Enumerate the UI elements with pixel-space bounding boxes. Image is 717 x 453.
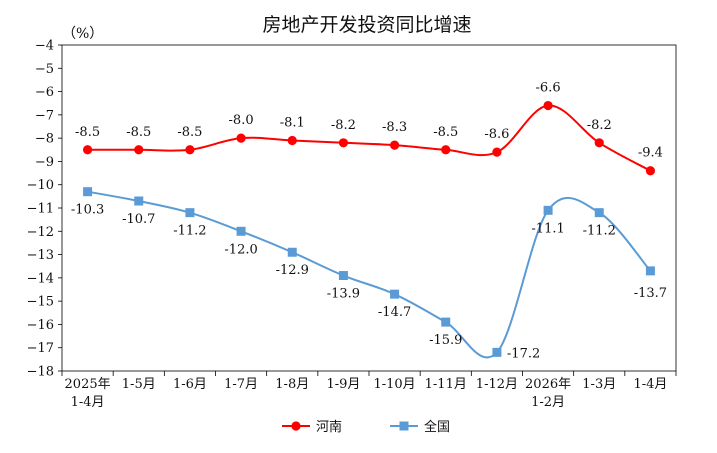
data-label: -8.5 xyxy=(75,125,100,140)
data-point xyxy=(492,147,502,157)
y-tick-label: −18 xyxy=(27,365,54,380)
data-point xyxy=(134,196,144,206)
data-point xyxy=(338,271,348,281)
data-point xyxy=(338,138,349,148)
data-label: -10.3 xyxy=(71,203,104,218)
y-tick-label: −11 xyxy=(27,202,54,217)
x-tick-label: 2025年 xyxy=(65,377,111,392)
x-tick-label: 1-12月 xyxy=(476,377,518,392)
chart-title: 房地产开发投资同比增速 xyxy=(262,14,471,36)
y-tick-label: −5 xyxy=(35,62,54,77)
y-tick-label: −15 xyxy=(27,295,54,310)
x-axis: 2025年 1-4月 1-5月 1-6月 1-7月 1-8月 1-9月 1-10月 1-11月 1… xyxy=(61,371,677,410)
data-point xyxy=(236,133,246,143)
data-label: -17.2 xyxy=(507,346,540,361)
data-labels: -8.5 -8.5 -8.5 -8.0 -8.1 -8.2 -8.3 -8.5 -8.6 -6.6… xyxy=(71,81,667,362)
legend-marker xyxy=(399,421,409,431)
x-tick-label: 1-9月 xyxy=(326,377,360,392)
data-label: -11.2 xyxy=(583,224,616,239)
y-axis: −4 −5 −6 −7 −8 −9 −10 −11 −12 −13 −14 −15 −16 −17 −18 xyxy=(27,39,62,380)
data-label: -12.9 xyxy=(276,263,309,278)
data-point xyxy=(594,138,604,148)
data-point xyxy=(441,317,451,327)
data-point xyxy=(389,140,400,150)
y-tick-label: −4 xyxy=(35,39,54,54)
data-label: -8.2 xyxy=(331,118,356,133)
data-point xyxy=(287,135,297,146)
data-label: -13.9 xyxy=(327,287,360,302)
data-label: -13.7 xyxy=(634,286,667,301)
y-tick-label: −7 xyxy=(35,108,54,123)
data-label: -15.9 xyxy=(429,333,462,348)
y-tick-label: −14 xyxy=(27,271,54,286)
x-tick-label: 1-10月 xyxy=(373,377,415,392)
data-point xyxy=(185,145,195,155)
data-point xyxy=(645,266,655,276)
data-point xyxy=(543,100,553,111)
data-label: -8.6 xyxy=(484,127,509,142)
y-tick-label: −17 xyxy=(27,341,54,356)
x-tick-label: 2026年 xyxy=(525,377,571,392)
data-point xyxy=(134,145,144,155)
data-label: -8.5 xyxy=(126,125,151,140)
x-tick-label: 1-8月 xyxy=(275,377,309,392)
data-label: -8.3 xyxy=(382,120,407,135)
data-label: -8.2 xyxy=(587,118,612,133)
plot-area xyxy=(61,44,677,372)
data-point xyxy=(287,247,297,257)
data-label: -11.1 xyxy=(531,221,564,236)
data-point xyxy=(390,289,400,299)
legend-item: 全国 xyxy=(390,419,450,435)
data-label: -8.5 xyxy=(177,125,202,140)
y-tick-label: −16 xyxy=(27,318,54,333)
data-label: -6.6 xyxy=(536,81,561,96)
data-point xyxy=(645,166,656,176)
data-point xyxy=(185,208,195,218)
y-tick-label: −6 xyxy=(35,85,54,100)
data-label: -10.7 xyxy=(122,212,155,227)
y-tick-label: −12 xyxy=(27,225,54,240)
data-label: -14.7 xyxy=(378,305,411,320)
data-point xyxy=(441,145,451,155)
data-label: -9.4 xyxy=(638,146,663,161)
legend-item: 河南 xyxy=(282,419,342,435)
data-label: -8.1 xyxy=(280,115,305,130)
x-tick-label: 1-5月 xyxy=(122,377,156,392)
data-label: -11.2 xyxy=(173,224,206,239)
series-line xyxy=(87,190,652,359)
x-tick-label: 1-11月 xyxy=(425,377,467,392)
data-point xyxy=(594,208,604,218)
y-tick-label: −8 xyxy=(35,132,54,147)
data-label: -8.0 xyxy=(229,113,254,128)
legend-label: 河南 xyxy=(316,419,342,435)
data-point xyxy=(236,226,246,236)
y-tick-label: −13 xyxy=(27,248,54,263)
data-point xyxy=(83,187,93,197)
series-layer: -8.5 -8.5 -8.5 -8.0 -8.1 -8.2 -8.3 -8.5 -8.6 -6.6… xyxy=(71,81,667,362)
legend-label: 全国 xyxy=(424,419,450,435)
x-tick-label: 1-4月 xyxy=(633,377,667,392)
legend-marker xyxy=(291,421,301,431)
data-label: -12.0 xyxy=(224,242,257,257)
legend: 河南 全国 xyxy=(282,419,450,435)
x-tick-label: 1-3月 xyxy=(582,377,616,392)
x-tick-label: 1-4月 xyxy=(71,395,105,410)
y-tick-label: −10 xyxy=(27,178,54,193)
x-tick-label: 1-6月 xyxy=(173,377,207,392)
data-point xyxy=(82,145,93,155)
data-label: -8.5 xyxy=(433,125,458,140)
unit-label: （%） xyxy=(62,26,103,42)
y-tick-label: −9 xyxy=(35,155,54,170)
x-tick-label: 1-2月 xyxy=(531,395,565,410)
series-henan xyxy=(82,100,656,176)
x-tick-label: 1-7月 xyxy=(224,377,258,392)
data-point xyxy=(543,205,553,215)
data-point xyxy=(492,347,502,357)
series-line xyxy=(87,104,651,172)
series-national xyxy=(83,187,655,359)
